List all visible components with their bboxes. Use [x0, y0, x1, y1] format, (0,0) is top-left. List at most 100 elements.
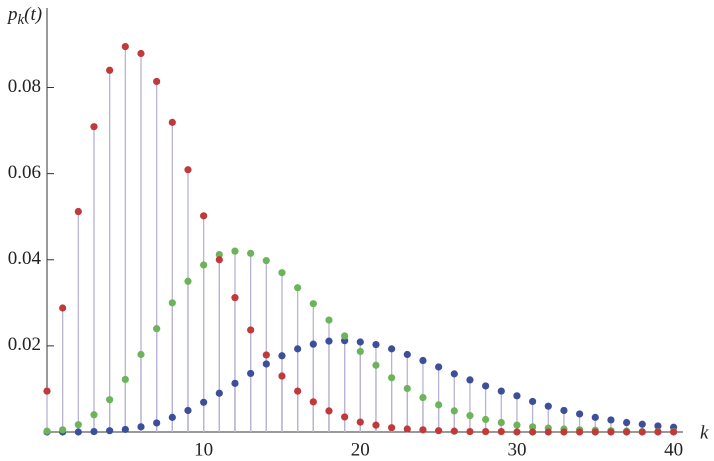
- point: [106, 66, 114, 74]
- point: [403, 350, 411, 359]
- point: [435, 363, 443, 371]
- x-axis-label: k: [700, 422, 709, 443]
- x-tick-label: 40: [664, 439, 683, 460]
- point: [435, 401, 443, 409]
- point: [450, 407, 458, 415]
- point: [309, 398, 317, 406]
- y-axis-label: pk(t): [6, 4, 42, 28]
- point: [262, 257, 270, 265]
- point: [294, 284, 302, 292]
- point: [200, 398, 208, 406]
- point: [356, 347, 364, 356]
- point: [513, 428, 521, 436]
- point: [450, 370, 458, 378]
- x-tick-label: 10: [194, 439, 213, 460]
- point: [137, 423, 145, 431]
- point: [403, 384, 411, 393]
- point: [497, 427, 505, 436]
- y-tick-label: 0.04: [8, 248, 42, 269]
- point: [74, 207, 82, 216]
- point: [419, 393, 427, 402]
- point: [654, 422, 662, 430]
- point: [544, 428, 552, 436]
- point: [325, 407, 333, 415]
- point: [153, 419, 161, 427]
- point: [231, 247, 239, 255]
- point: [466, 376, 474, 384]
- point: [607, 428, 615, 436]
- point: [325, 337, 333, 345]
- point: [419, 426, 427, 434]
- point: [184, 166, 192, 174]
- point: [153, 77, 161, 86]
- point: [137, 350, 145, 359]
- point: [59, 304, 67, 312]
- point: [341, 413, 349, 421]
- point: [544, 402, 552, 410]
- point: [623, 428, 631, 436]
- point: [215, 256, 223, 264]
- point: [294, 387, 302, 395]
- point: [184, 277, 192, 285]
- point: [262, 360, 270, 368]
- point: [388, 345, 396, 353]
- point: [59, 426, 67, 434]
- x-tick-label: 30: [507, 439, 526, 460]
- point: [435, 427, 443, 435]
- point: [419, 356, 427, 365]
- x-tick-label: 20: [351, 439, 370, 460]
- point: [43, 427, 51, 435]
- point: [200, 261, 208, 269]
- point: [278, 372, 286, 380]
- point: [278, 352, 286, 360]
- point: [638, 428, 646, 436]
- point: [121, 43, 129, 51]
- y-tick-label: 0.08: [8, 76, 41, 97]
- point: [247, 326, 255, 334]
- point: [168, 413, 176, 421]
- y-label-base: p: [6, 4, 18, 25]
- point: [560, 406, 568, 415]
- point: [450, 427, 458, 435]
- point: [247, 369, 255, 378]
- point: [388, 424, 396, 432]
- point: [529, 428, 537, 436]
- point: [341, 332, 349, 340]
- point: [90, 123, 98, 131]
- point: [372, 340, 380, 349]
- point: [200, 212, 208, 220]
- y-tick-label: 0.06: [8, 162, 41, 183]
- point: [529, 423, 537, 431]
- point: [372, 361, 380, 369]
- point: [529, 397, 537, 406]
- point: [74, 428, 82, 436]
- point: [215, 250, 223, 259]
- point: [153, 325, 161, 333]
- point: [231, 294, 239, 302]
- point: [168, 299, 176, 307]
- point: [372, 421, 380, 429]
- point: [137, 49, 145, 58]
- point: [482, 427, 490, 436]
- point: [560, 428, 568, 436]
- point: [403, 425, 411, 433]
- point: [90, 427, 98, 436]
- point: [121, 375, 129, 384]
- point: [497, 418, 505, 427]
- point: [309, 300, 317, 308]
- point: [184, 406, 192, 415]
- point: [74, 421, 82, 429]
- point: [576, 428, 584, 436]
- point: [623, 418, 631, 427]
- point: [513, 392, 521, 400]
- point: [591, 413, 599, 421]
- point: [90, 411, 98, 419]
- point: [325, 316, 333, 324]
- point: [388, 374, 396, 382]
- point: [309, 340, 317, 348]
- point: [262, 351, 270, 359]
- point: [106, 427, 114, 435]
- point: [466, 412, 474, 420]
- point: [356, 338, 364, 346]
